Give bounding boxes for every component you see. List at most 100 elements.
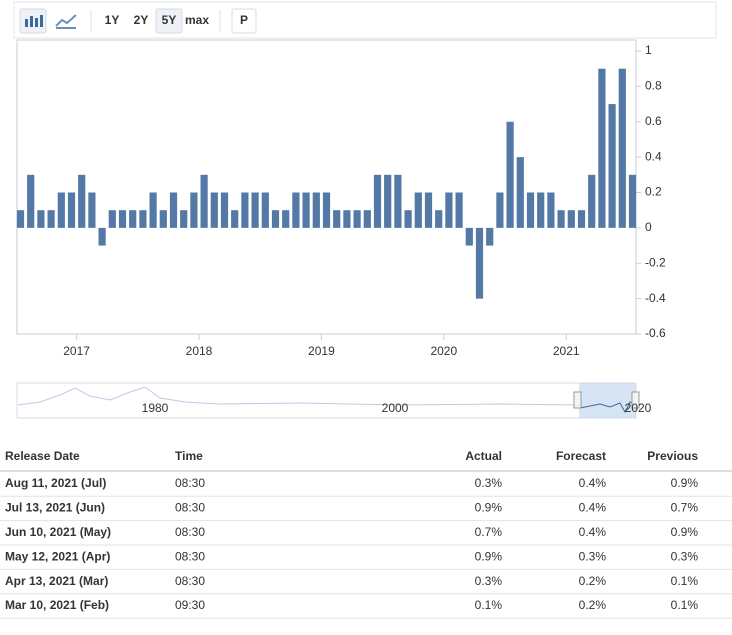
- y-tick-label: 0.6: [645, 114, 662, 128]
- bar: [271, 210, 280, 228]
- bar: [455, 192, 463, 228]
- bar: [333, 210, 341, 228]
- bar: [251, 192, 259, 228]
- bar: [588, 174, 596, 228]
- navigator-label: 1980: [142, 401, 169, 415]
- bar: [486, 227, 494, 246]
- bar: [210, 192, 218, 228]
- y-tick-label: 0: [645, 220, 652, 234]
- x-tick-label: 2020: [430, 344, 457, 358]
- y-tick-label: 0.2: [645, 185, 662, 199]
- navigator: [16, 382, 637, 419]
- bar: [547, 192, 555, 228]
- bar: [27, 174, 35, 228]
- range-button[interactable]: P: [240, 13, 248, 27]
- table-cell: 0.3%: [671, 549, 699, 563]
- table-header: Time: [175, 449, 203, 463]
- range-button[interactable]: 2Y: [134, 13, 149, 27]
- x-tick-label: 2019: [308, 344, 335, 358]
- bar: [16, 210, 25, 228]
- table-cell: Mar 10, 2021 (Feb): [5, 598, 109, 612]
- table-cell: 0.1%: [671, 574, 699, 588]
- bar: [78, 174, 86, 228]
- table-header: Previous: [647, 449, 698, 463]
- navigator-label: 2020: [625, 401, 652, 415]
- bar: [98, 227, 106, 246]
- bar: [384, 174, 392, 228]
- table-cell: 0.4%: [579, 525, 607, 539]
- bar-chart-button[interactable]: [19, 8, 47, 34]
- bar: [312, 192, 320, 228]
- bar: [129, 210, 137, 228]
- table-cell: 0.4%: [579, 501, 607, 515]
- bar: [506, 121, 514, 228]
- table-cell: 08:30: [175, 501, 205, 515]
- table-cell: 0.7%: [475, 525, 503, 539]
- bar: [302, 192, 310, 228]
- table-cell: Jun 10, 2021 (May): [5, 525, 111, 539]
- table-cell: 0.9%: [671, 525, 699, 539]
- bar: [628, 174, 637, 228]
- bar: [67, 192, 76, 228]
- bar: [496, 192, 504, 228]
- bar: [414, 192, 422, 228]
- table-cell: 0.4%: [579, 476, 607, 490]
- bar: [190, 192, 198, 228]
- table-cell: 08:30: [175, 476, 205, 490]
- y-tick-label: 1: [645, 43, 652, 57]
- table-cell: 0.2%: [579, 598, 607, 612]
- bar: [526, 192, 535, 228]
- range-button[interactable]: 1Y: [105, 13, 120, 27]
- bar: [57, 192, 65, 228]
- bar: [261, 192, 269, 228]
- table-cell: 0.7%: [671, 501, 699, 515]
- x-tick-label: 2017: [63, 344, 90, 358]
- table-cell: 0.9%: [475, 549, 503, 563]
- table-cell: May 12, 2021 (Apr): [5, 549, 110, 563]
- table-cell: 0.9%: [671, 476, 699, 490]
- y-tick-label: 0.4: [645, 149, 662, 163]
- table-header: Release Date: [5, 449, 80, 463]
- navigator-handle[interactable]: [631, 391, 640, 409]
- table-cell: 0.1%: [671, 598, 699, 612]
- bar: [169, 192, 178, 228]
- table-cell: 0.1%: [475, 598, 503, 612]
- bar: [292, 192, 300, 228]
- y-tick-label: 0.8: [645, 79, 662, 93]
- bar: [180, 210, 188, 228]
- bar: [475, 227, 484, 299]
- y-tick-label: -0.6: [645, 326, 666, 340]
- bar: [241, 192, 249, 228]
- bar: [424, 192, 433, 228]
- x-tick-label: 2018: [186, 344, 213, 358]
- range-button[interactable]: 5Y: [162, 13, 177, 27]
- navigator-selected-series: [579, 401, 636, 414]
- line-chart-button[interactable]: [55, 14, 77, 29]
- table-cell: 0.3%: [579, 549, 607, 563]
- navigator-selection[interactable]: [579, 383, 636, 418]
- y-tick-label: -0.2: [645, 255, 666, 269]
- bar: [373, 174, 382, 228]
- navigator-handle[interactable]: [573, 391, 582, 409]
- bar: [118, 210, 127, 228]
- bar: [37, 210, 45, 228]
- bar: [363, 210, 371, 228]
- table-cell: 0.3%: [475, 476, 503, 490]
- range-button[interactable]: max: [185, 13, 209, 27]
- table-header: Forecast: [556, 449, 606, 463]
- navigator-label: 2000: [382, 401, 409, 415]
- table-cell: Apr 13, 2021 (Mar): [5, 574, 108, 588]
- table-cell: 09:30: [175, 598, 205, 612]
- bar: [353, 210, 361, 228]
- bar: [322, 192, 331, 228]
- y-tick-label: -0.4: [645, 291, 666, 305]
- bar: [445, 192, 453, 228]
- bar: [231, 210, 239, 228]
- table-cell: Jul 13, 2021 (Jun): [5, 501, 105, 515]
- bar: [159, 210, 167, 228]
- bar: [435, 210, 443, 228]
- bar: [608, 104, 616, 228]
- table-header: Actual: [465, 449, 502, 463]
- bar: [577, 210, 586, 228]
